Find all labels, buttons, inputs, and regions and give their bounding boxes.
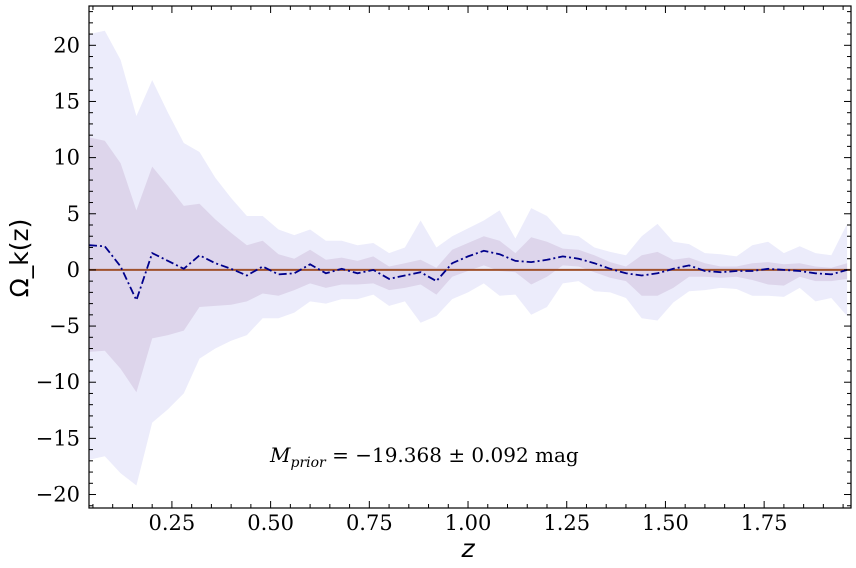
y-tick-labels: −20 −15 −10 −5 0 5 10 15 20 [36,33,80,506]
y-axis-label: Ω_k(z) [5,219,34,298]
x-tick-label: 0.75 [346,511,393,535]
x-tick-label: 0.25 [149,511,196,535]
x-tick-label: 1.25 [543,511,590,535]
y-tick-label: −20 [36,483,80,507]
annotation-unit: mag [535,443,579,467]
mean-line [89,244,848,303]
y-tick-label: 5 [67,202,80,226]
x-tick-label: 1.50 [642,511,689,535]
y-tick-label: 0 [67,258,80,282]
annotation-expression: = −19.368 ± 0.092 [326,443,535,467]
plot-frame [88,5,852,509]
annotation-subscript: prior [290,455,327,471]
x-tick-labels: 0.25 0.50 0.75 1.00 1.25 1.50 1.75 [149,511,788,535]
x-tick-label: 1.00 [445,511,492,535]
x-tick-label: 0.50 [247,511,294,535]
y-tick-label: −5 [49,314,80,338]
x-axis-label: z [460,534,475,563]
y-tick-label: −10 [36,370,80,394]
y-tick-label: 20 [53,33,80,57]
x-tick-label: 1.75 [741,511,788,535]
axis-ticks [89,6,851,508]
annotation-symbol: M [269,443,291,467]
band-1-sigma [89,137,848,393]
annotation: Mprior = −19.368 ± 0.092 mag [269,443,579,471]
chart-lines [89,244,851,303]
confidence-bands [89,30,848,486]
y-tick-label: 10 [53,146,80,170]
y-tick-label: −15 [36,426,80,450]
y-tick-label: 15 [53,89,80,113]
